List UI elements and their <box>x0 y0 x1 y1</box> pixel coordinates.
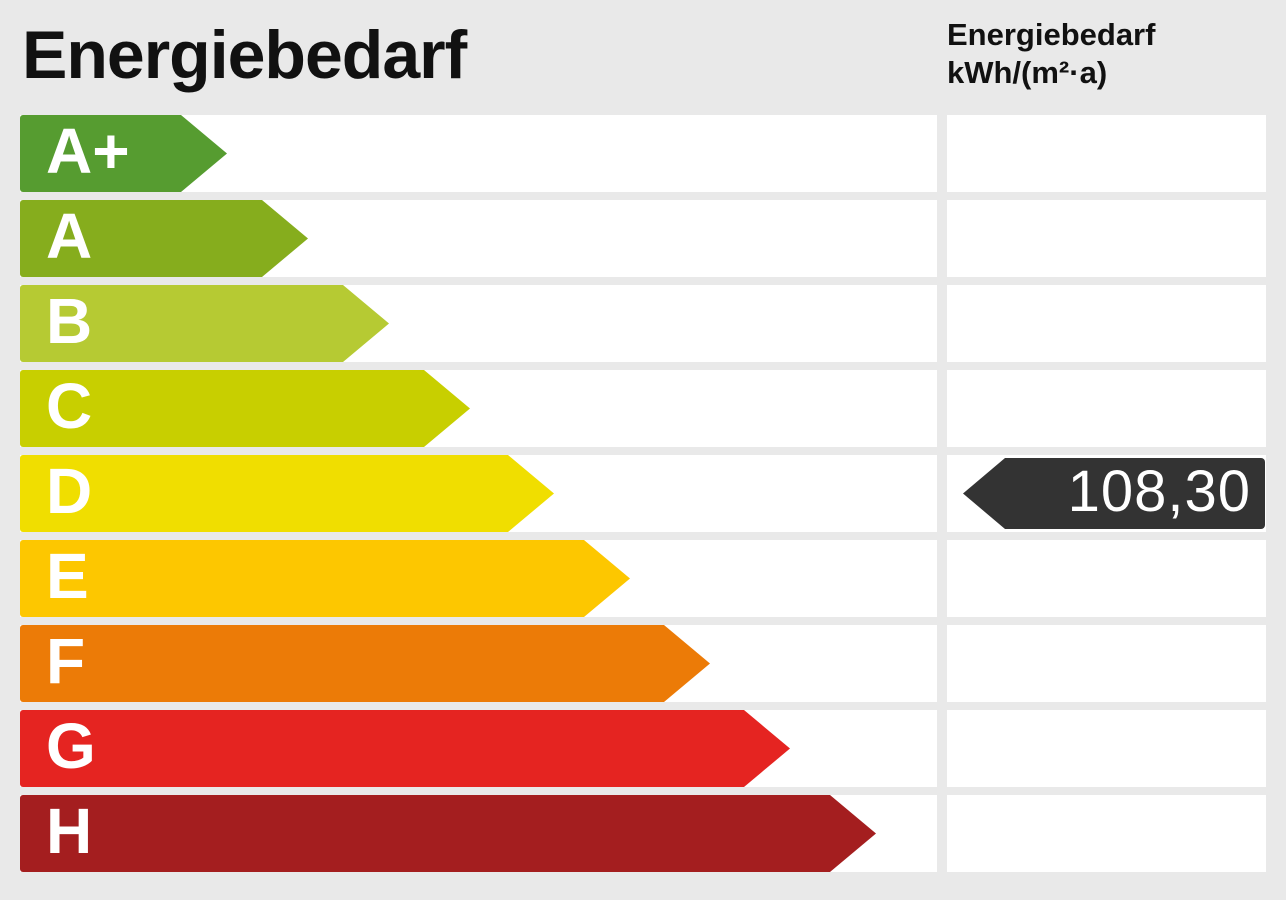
bar-track: A <box>20 200 937 277</box>
rating-label: H <box>46 794 93 867</box>
scale-row-g: G <box>0 710 1286 787</box>
rating-label: F <box>46 624 86 697</box>
rating-label: A+ <box>46 114 130 187</box>
scale-row-f: F <box>0 625 1286 702</box>
unit-header: Energiebedarf kWh/(m²·a) <box>947 16 1155 92</box>
scale-row-b: B <box>0 285 1286 362</box>
rating-bar-d: D <box>20 455 554 532</box>
rating-label: G <box>46 709 96 782</box>
value-cell <box>947 710 1266 787</box>
value-cell <box>947 625 1266 702</box>
rating-bar-e: E <box>20 540 630 617</box>
rating-bar-c: C <box>20 370 470 447</box>
rating-label: B <box>46 284 93 357</box>
bar-track: F <box>20 625 937 702</box>
rating-bar-b: B <box>20 285 389 362</box>
value-cell: 108,30 <box>947 455 1266 532</box>
value-cell <box>947 115 1266 192</box>
bar-track: G <box>20 710 937 787</box>
scale-row-d: D 108,30 <box>0 455 1286 532</box>
rating-label: A <box>46 199 93 272</box>
indicator-value: 108,30 <box>1067 458 1251 524</box>
bar-track: B <box>20 285 937 362</box>
rating-bar-f: F <box>20 625 710 702</box>
scale-row-a: A <box>0 200 1286 277</box>
value-cell <box>947 200 1266 277</box>
scale-row-c: C <box>0 370 1286 447</box>
rating-bar-h: H <box>20 795 876 872</box>
value-cell <box>947 285 1266 362</box>
bar-track: H <box>20 795 937 872</box>
rating-bar-g: G <box>20 710 790 787</box>
value-cell <box>947 540 1266 617</box>
bar-track: E <box>20 540 937 617</box>
scale-row-e: E <box>0 540 1286 617</box>
scale-row-h: H <box>0 795 1286 872</box>
scale-row-a-plus: A+ <box>0 115 1286 192</box>
rating-label: D <box>46 454 93 527</box>
rating-label: E <box>46 539 89 612</box>
unit-header-line1: Energiebedarf <box>947 17 1156 52</box>
rating-bar-a-plus: A+ <box>20 115 227 192</box>
value-indicator-badge: 108,30 <box>963 458 1265 529</box>
value-cell <box>947 370 1266 447</box>
unit-header-line2: kWh/(m²·a) <box>947 55 1108 90</box>
page-title: Energiebedarf <box>22 17 467 93</box>
bar-track: A+ <box>20 115 937 192</box>
energy-scale: A+ A B C <box>0 115 1286 880</box>
header: Energiebedarf Energiebedarf kWh/(m²·a) <box>0 0 1286 115</box>
rating-bar-a: A <box>20 200 308 277</box>
bar-track: D <box>20 455 937 532</box>
rating-label: C <box>46 369 93 442</box>
value-cell <box>947 795 1266 872</box>
bar-track: C <box>20 370 937 447</box>
